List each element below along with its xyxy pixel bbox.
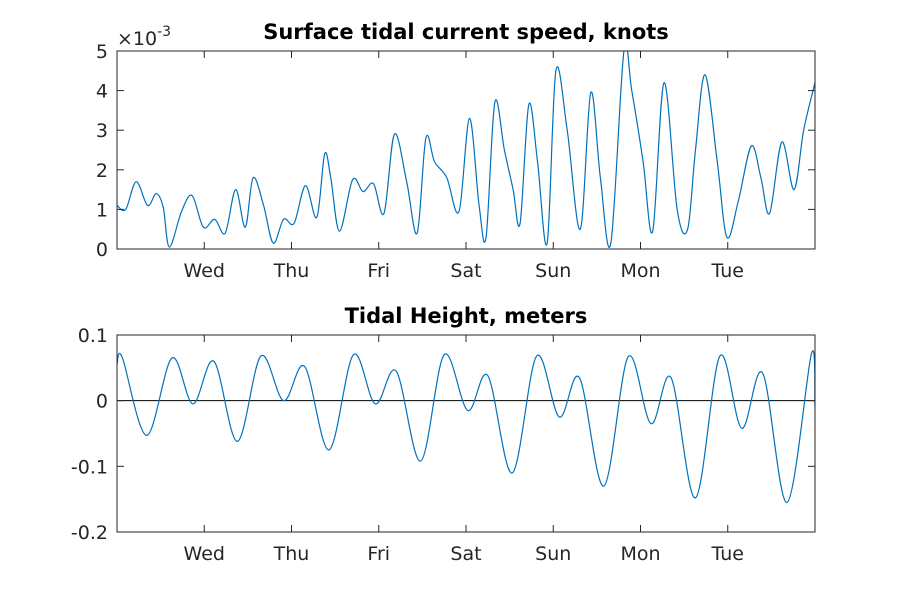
- x-tick-label: Tue: [711, 260, 744, 282]
- x-tick-label: Fri: [367, 260, 390, 282]
- chart-title: Surface tidal current speed, knots: [263, 20, 669, 44]
- current-speed-panel: 0 1 2 3 4 5 Wed Thu Fri Sat Sun Mon Tue Surface tidal…: [96, 20, 816, 282]
- y-tick-label: 4: [96, 81, 108, 103]
- x-tick-label: Thu: [273, 543, 310, 565]
- x-tick-label: Sun: [535, 260, 571, 282]
- y-tick-label: -0.1: [71, 456, 108, 478]
- x-tick-label: Wed: [184, 543, 225, 565]
- tidal-height-panel: -0.2 -0.1 0 0.1 Wed Thu Fri Sat Sun Mon Tue Tidal H…: [71, 304, 816, 565]
- series-line: [117, 51, 815, 248]
- y-tick-label: 3: [96, 120, 108, 142]
- x-tick-label: Sat: [450, 260, 481, 282]
- x-tick-label: Thu: [273, 260, 310, 282]
- y-tick-label: 2: [96, 160, 108, 182]
- x-tick-label: Sun: [535, 543, 571, 565]
- x-tick-label: Wed: [184, 260, 225, 282]
- x-tick-label: Fri: [367, 543, 390, 565]
- chart-title: Tidal Height, meters: [345, 304, 588, 328]
- y-tick-label: -0.2: [71, 522, 108, 544]
- x-tick-label: Sat: [450, 543, 481, 565]
- y-tick-label: 0: [96, 239, 108, 261]
- x-tick-label: Mon: [620, 260, 660, 282]
- y-tick-label: 0: [96, 391, 108, 413]
- x-tick-label: Tue: [711, 543, 744, 565]
- y-tick-label: 0.1: [78, 325, 108, 347]
- series-line: [117, 350, 815, 504]
- y-tick-label: 5: [96, 41, 108, 63]
- y-exponent-label: ×10-3: [117, 24, 171, 50]
- y-tick-label: 1: [96, 199, 108, 221]
- x-tick-label: Mon: [620, 543, 660, 565]
